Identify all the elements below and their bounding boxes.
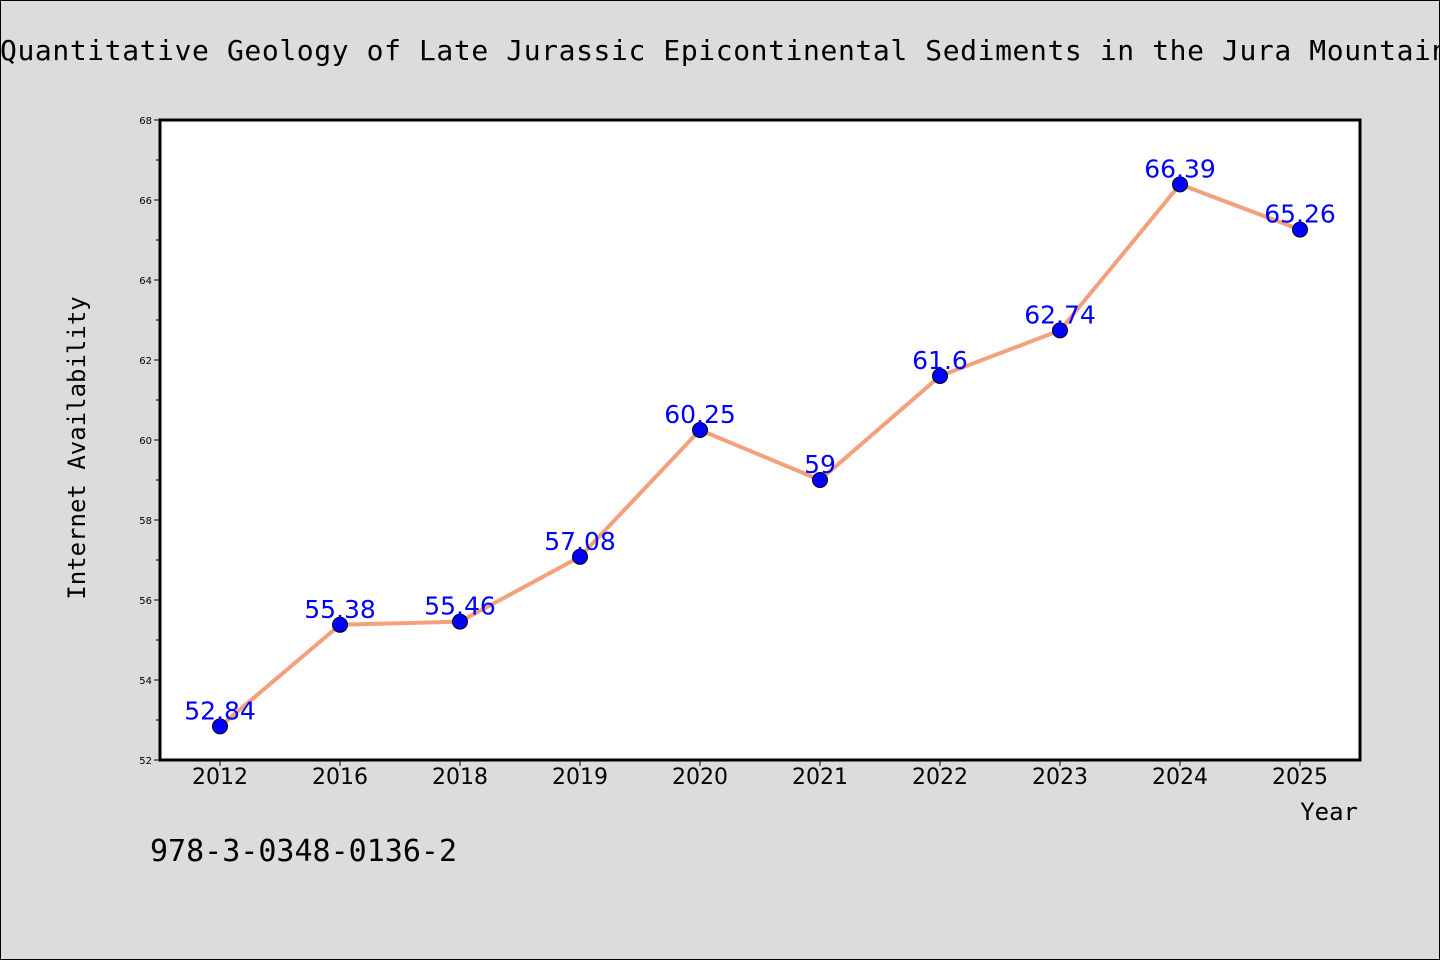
y-tick-label: 56 xyxy=(139,596,152,607)
data-point xyxy=(1052,322,1068,339)
data-point xyxy=(1292,221,1308,238)
data-label: 52.84 xyxy=(184,696,256,725)
data-label: 57.08 xyxy=(544,527,616,556)
data-label: 60.25 xyxy=(664,400,736,429)
y-tick-label: 68 xyxy=(139,116,152,127)
series-line-layer xyxy=(218,182,1302,729)
x-tick-label: 2016 xyxy=(312,765,368,790)
series-markers xyxy=(212,176,1308,735)
y-tick-label: 62 xyxy=(139,356,152,367)
x-tick-label: 2012 xyxy=(192,765,248,790)
data-label: 61.6 xyxy=(912,346,968,375)
x-tick-label: 2025 xyxy=(1272,765,1328,790)
axis-ticks: 52 54 56 58 60 62 64 66 68 2012 2016 2018 2019 2020 20… xyxy=(139,116,1328,790)
data-label: 59 xyxy=(804,450,836,479)
x-tick-label: 2019 xyxy=(552,765,608,790)
plot-border xyxy=(158,118,1362,762)
data-point xyxy=(452,613,468,630)
x-tick-label: 2021 xyxy=(792,765,848,790)
data-point xyxy=(332,616,348,633)
chart-title: Quantitative Geology of Late Jurassic Ep… xyxy=(0,34,1440,67)
y-tick-label: 66 xyxy=(139,196,152,207)
data-point xyxy=(212,718,228,735)
data-point xyxy=(692,422,708,438)
data-labels: 52.84 55.38 55.46 57.08 60.25 59 61.6 62.74 66.3… xyxy=(184,154,1336,725)
y-tick-label: 52 xyxy=(139,756,152,767)
data-label: 62.74 xyxy=(1024,300,1096,329)
data-point xyxy=(572,548,588,565)
x-axis-title: Year xyxy=(1300,798,1358,826)
data-point xyxy=(812,472,828,488)
y-tick-label: 54 xyxy=(139,676,152,687)
data-label: 65.26 xyxy=(1264,200,1336,229)
x-tick-label: 2018 xyxy=(432,765,488,790)
data-label: 66.39 xyxy=(1144,154,1216,183)
y-tick-label: 64 xyxy=(139,276,152,287)
x-tick-label: 2020 xyxy=(672,765,728,790)
data-label: 55.38 xyxy=(304,595,376,624)
isbn-code: 978-3-0348-0136-2 xyxy=(150,834,458,869)
y-tick-label: 58 xyxy=(139,516,152,527)
x-tick-label: 2022 xyxy=(912,765,968,790)
data-label: 55.46 xyxy=(424,592,496,621)
data-point xyxy=(932,368,948,384)
x-tick-label: 2024 xyxy=(1152,765,1208,790)
series-line xyxy=(218,182,1302,729)
x-tick-label: 2023 xyxy=(1032,765,1088,790)
y-tick-label: 60 xyxy=(139,436,152,447)
y-axis-title: Internet Availability xyxy=(63,296,91,599)
data-point xyxy=(1172,176,1188,193)
plot-background xyxy=(160,120,1360,760)
